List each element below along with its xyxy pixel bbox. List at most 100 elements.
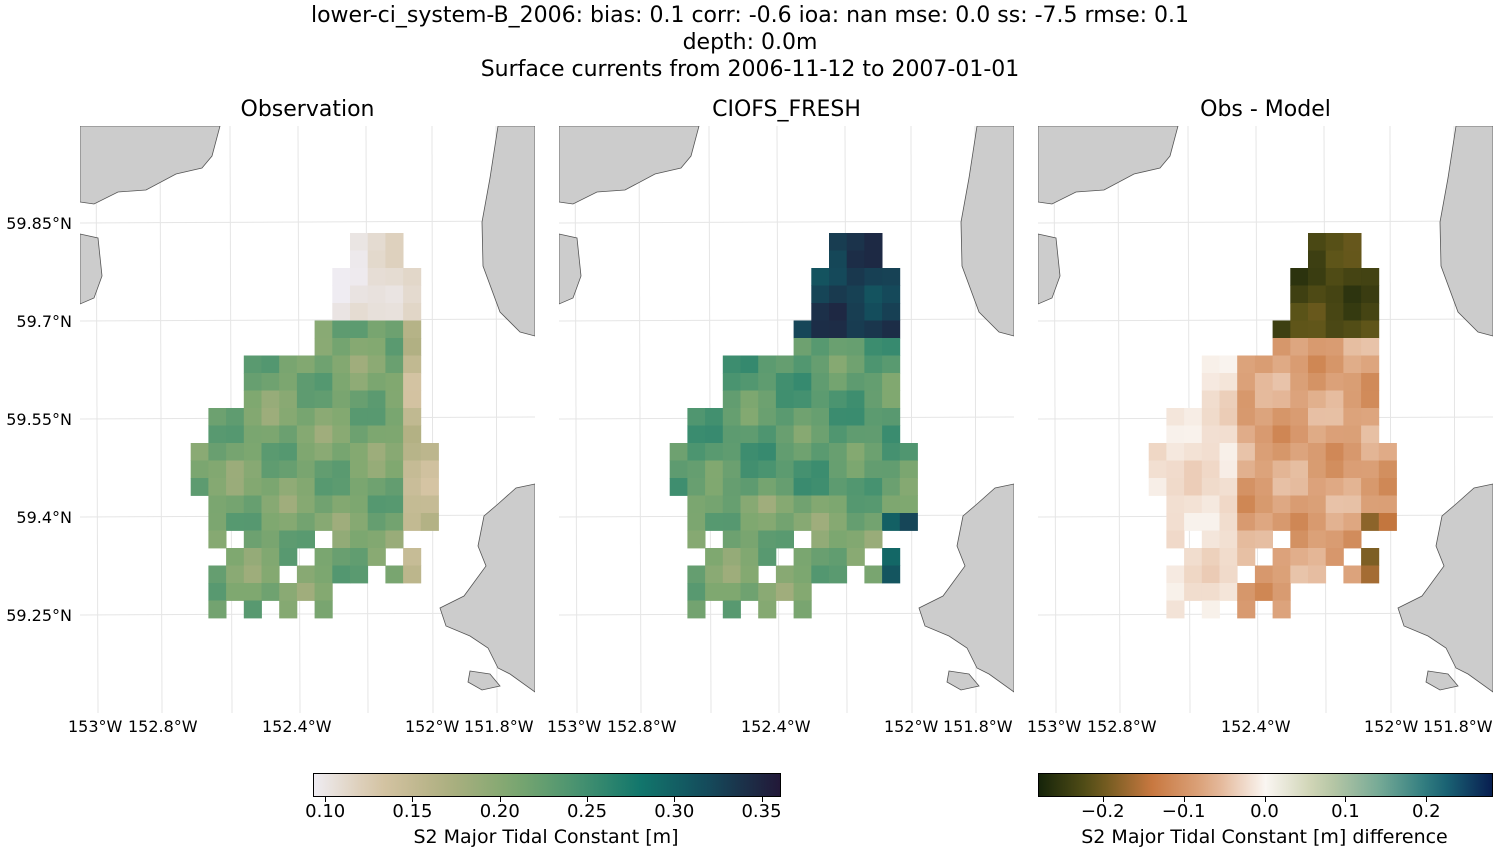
data-cell bbox=[1219, 408, 1238, 426]
data-cell bbox=[1237, 530, 1256, 549]
data-cell bbox=[758, 443, 777, 461]
data-cell bbox=[1184, 443, 1203, 461]
data-cell bbox=[1272, 355, 1291, 374]
data-cell bbox=[350, 355, 369, 374]
data-cell bbox=[1361, 268, 1380, 286]
data-cell bbox=[687, 425, 706, 444]
data-cell bbox=[420, 460, 439, 479]
data-cell bbox=[226, 425, 245, 444]
data-cell bbox=[208, 443, 227, 461]
lon-tick-p1-3: 152.4°W bbox=[262, 717, 332, 736]
data-cell bbox=[846, 338, 865, 356]
data-cell bbox=[1166, 478, 1185, 496]
land-polygon bbox=[1038, 126, 1179, 205]
data-cell bbox=[722, 600, 741, 619]
data-cell bbox=[1325, 390, 1344, 409]
data-cell bbox=[420, 443, 439, 461]
data-cell bbox=[279, 478, 298, 496]
data-cell bbox=[775, 495, 794, 514]
data-cell bbox=[279, 583, 298, 601]
data-cell bbox=[332, 320, 351, 339]
data-cell bbox=[1308, 443, 1327, 461]
data-cell bbox=[705, 583, 724, 601]
data-cell bbox=[261, 390, 280, 409]
data-cell bbox=[279, 408, 298, 426]
data-cell bbox=[367, 285, 386, 304]
data-cell bbox=[332, 530, 351, 549]
lon-tick-p1-2: 152.8°W bbox=[128, 717, 198, 736]
data-cell bbox=[314, 478, 333, 496]
data-cell bbox=[864, 495, 883, 514]
data-cell bbox=[296, 408, 315, 426]
data-cell bbox=[1254, 355, 1273, 374]
data-cell bbox=[332, 513, 351, 531]
data-cell bbox=[793, 548, 812, 566]
data-cell bbox=[1290, 338, 1309, 356]
data-cell bbox=[882, 373, 901, 391]
data-cell bbox=[296, 495, 315, 514]
data-cell bbox=[846, 460, 865, 479]
data-cell bbox=[296, 390, 315, 409]
data-cell bbox=[1184, 495, 1203, 514]
data-cell bbox=[190, 478, 209, 496]
data-cell bbox=[1290, 425, 1309, 444]
data-cell bbox=[1343, 338, 1362, 356]
data-cell bbox=[829, 408, 848, 426]
data-cell bbox=[1148, 460, 1167, 479]
data-cell bbox=[1237, 513, 1256, 531]
data-cell bbox=[1290, 565, 1309, 584]
data-cell bbox=[1184, 478, 1203, 496]
data-cell bbox=[403, 443, 422, 461]
data-cell bbox=[1361, 565, 1380, 584]
colorbar-difference-label: S2 Major Tidal Constant [m] difference bbox=[1081, 826, 1448, 848]
data-cell bbox=[811, 443, 830, 461]
data-cell bbox=[687, 600, 706, 619]
data-cell bbox=[722, 530, 741, 549]
data-cell bbox=[722, 583, 741, 601]
data-cell bbox=[367, 478, 386, 496]
data-cell bbox=[385, 355, 404, 374]
data-cell bbox=[811, 285, 830, 304]
data-cell bbox=[775, 373, 794, 391]
data-cell bbox=[1343, 495, 1362, 514]
data-cell bbox=[758, 355, 777, 374]
colorbar-tick-label: 0.2 bbox=[1411, 801, 1441, 822]
map-canvas bbox=[80, 126, 535, 713]
data-cell bbox=[793, 373, 812, 391]
land-polygon bbox=[559, 233, 582, 305]
data-cell bbox=[1343, 373, 1362, 391]
data-cell bbox=[1308, 268, 1327, 286]
data-cell bbox=[740, 408, 759, 426]
data-cell bbox=[829, 443, 848, 461]
lat-tick-1: 59.85°N bbox=[6, 214, 72, 233]
data-cell bbox=[1219, 583, 1238, 601]
data-cell bbox=[385, 390, 404, 409]
data-cell bbox=[829, 530, 848, 549]
data-cell bbox=[385, 443, 404, 461]
data-cell bbox=[1290, 285, 1309, 304]
graticule-line bbox=[159, 126, 163, 713]
data-cell bbox=[367, 320, 386, 339]
data-cell bbox=[722, 460, 741, 479]
data-cell bbox=[367, 443, 386, 461]
data-cell bbox=[1361, 408, 1380, 426]
data-cell bbox=[740, 460, 759, 479]
data-cell bbox=[296, 460, 315, 479]
colorbar-tick-mark bbox=[761, 797, 763, 802]
data-cell bbox=[1308, 408, 1327, 426]
data-cell bbox=[705, 513, 724, 531]
data-cell bbox=[403, 460, 422, 479]
data-cell bbox=[403, 268, 422, 286]
data-cell bbox=[740, 583, 759, 601]
data-cell bbox=[1219, 390, 1238, 409]
data-cell bbox=[403, 495, 422, 514]
data-cell bbox=[1184, 565, 1203, 584]
data-cell bbox=[882, 390, 901, 409]
data-cell bbox=[243, 513, 262, 531]
data-cell bbox=[1272, 373, 1291, 391]
land-polygon bbox=[1038, 233, 1061, 305]
data-cell bbox=[314, 443, 333, 461]
panel-title-model: CIOFS_FRESH bbox=[712, 97, 861, 122]
data-cell bbox=[758, 460, 777, 479]
data-cell bbox=[1201, 408, 1220, 426]
